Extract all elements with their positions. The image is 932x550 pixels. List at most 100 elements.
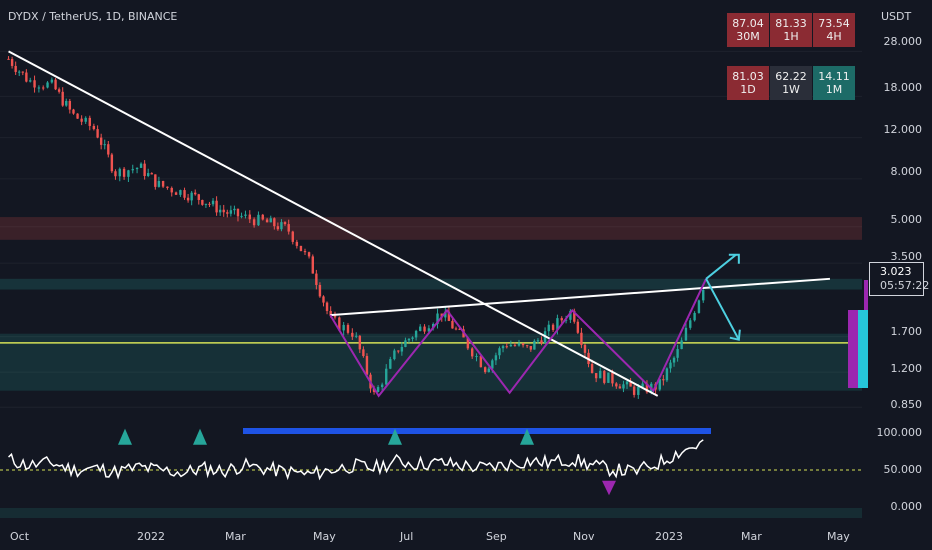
oscillator-tick: 50.000 [883,463,923,476]
candle-body [80,118,83,122]
candle-body [632,386,636,395]
candle-body [594,373,598,379]
time-tick: Jul [400,530,414,543]
time-tick: Mar [225,530,246,543]
chart-title[interactable]: DYDX / TetherUS, 1D, BINANCE [8,10,178,23]
candle-body [21,71,24,73]
candle-body [88,117,91,126]
candle-body [351,332,354,337]
candle-body [197,194,200,200]
candle-body [483,367,487,373]
candle-body [414,330,418,338]
candle-body [276,226,280,230]
candle-body [458,328,461,330]
candle-body [618,386,622,389]
candle-body [76,113,79,119]
last-price-value: 3.023 [880,265,912,278]
price-tick: 0.850 [890,398,923,411]
price-tick: 12.000 [883,123,923,136]
candle-body [479,356,483,368]
candle-body [240,215,243,217]
rsi-cell: 87.04 30M [727,13,769,47]
time-tick: 2023 [655,530,683,543]
rsi-table-row-1: 87.04 30M 81.33 1H 73.54 4H [727,13,855,47]
candle-body [551,324,555,330]
candle-body [92,125,96,130]
candle-body [114,171,117,177]
candle-body [525,345,529,347]
candle-body [139,163,143,168]
candle-body [261,214,264,220]
candle-body [170,187,173,193]
candle-body [475,356,478,358]
candle-body [556,318,559,330]
candle-body [179,190,182,195]
candle-body [669,362,672,369]
candle-body [470,348,474,357]
candle-body [540,340,543,344]
candle-body [222,209,225,213]
candle-body [397,350,400,352]
buy-signal-marker [118,428,132,445]
candle-body [498,348,501,356]
candle-body [291,231,294,242]
candle-body [273,218,276,227]
rsi-timeframe: 1H [783,30,799,43]
candle-body [299,245,303,252]
rsi-value: 87.04 [732,17,764,30]
candle-body [252,219,256,226]
candle-body [333,315,337,318]
pattern-zigzag [329,278,708,398]
candle-body [14,65,17,72]
candle-body [25,72,28,82]
candle-body [491,360,494,369]
candle-body [466,337,470,349]
momentum-bar [848,310,858,388]
candle-body [190,192,193,201]
candle-body [84,117,87,122]
candle-body [208,203,211,205]
rsi-value: 81.33 [775,17,807,30]
candle-body [509,344,513,347]
axis-unit: USDT [881,10,912,23]
candle-body [122,168,126,177]
rsi-cell: 73.54 4H [813,13,855,47]
candle-body [29,80,32,82]
candle-body [257,214,260,226]
candle-body [161,181,165,187]
candle-body [564,319,568,321]
candle-body [110,154,114,172]
candle-body [248,214,251,220]
candle-body [607,372,610,383]
candle-body [127,170,130,177]
candle-body [50,79,54,83]
candle-body [68,100,72,110]
candle-body [560,318,563,321]
candle-body [183,190,186,198]
candle-body [146,173,150,177]
candle-body [645,383,649,393]
momentum-bar [858,310,868,388]
rsi-table-row-2: 81.03 1D 62.22 1W 14.11 1M [727,66,855,100]
candle-body [99,137,103,145]
candle-body [315,273,318,285]
candle-body [215,200,218,213]
oscillator-line [8,439,704,481]
neckline [330,277,831,317]
candle-body [174,192,178,195]
buy-signal-marker [388,428,402,445]
candle-body [529,346,533,350]
pivot-zone [0,278,862,290]
candle-body [150,173,153,175]
rsi-timeframe: 1M [825,83,843,96]
candle-body [218,209,222,213]
candle-body [236,208,240,217]
oscillator-tick: 0.000 [890,500,923,513]
candle-body [154,174,157,187]
resistance-zone [0,217,862,240]
last-price-tag: 3.023 05:57:22 [869,262,929,296]
candle-body [658,379,661,390]
candle-body [194,192,197,195]
